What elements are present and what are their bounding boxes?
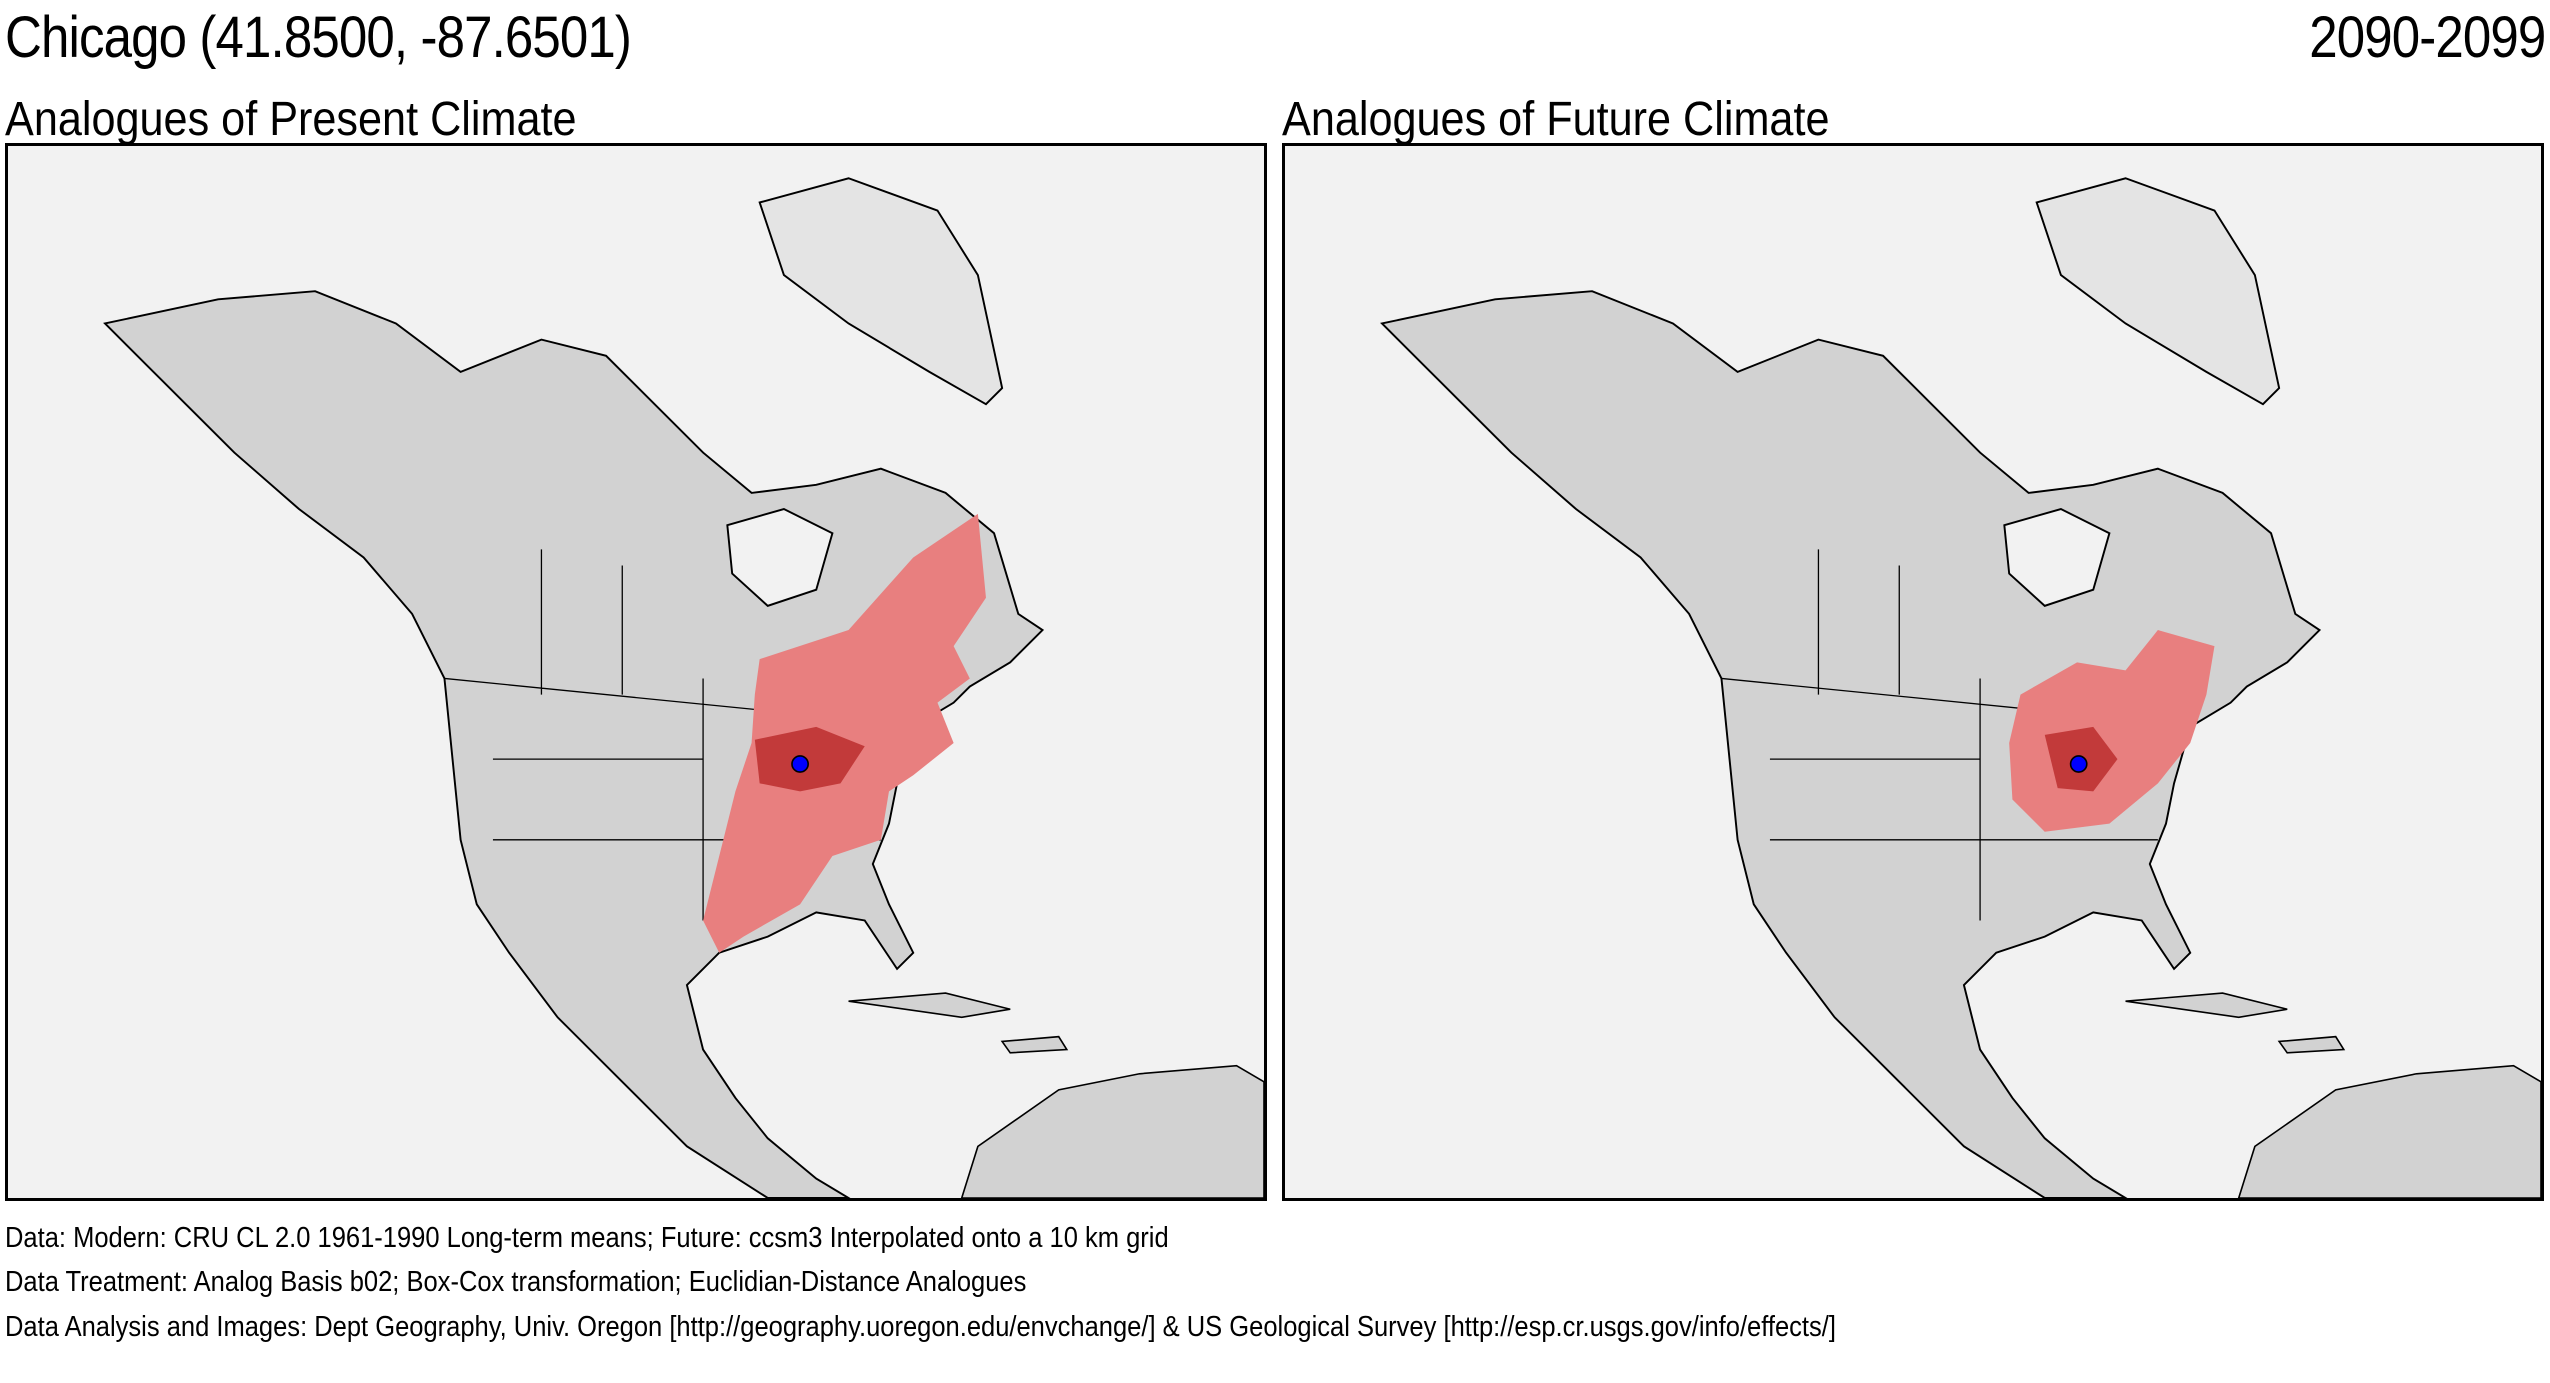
location-title: Chicago (41.8500, -87.6501) — [5, 5, 632, 70]
future-climate-map — [1282, 143, 2544, 1201]
future-panel-title: Analogues of Future Climate — [1282, 93, 1830, 146]
footer-data: Data: Modern: CRU CL 2.0 1961-1990 Long-… — [5, 1222, 1169, 1254]
period-label: 2090-2099 — [2308, 5, 2546, 70]
land-base — [103, 177, 1264, 1198]
chicago-site-marker — [2069, 755, 2088, 773]
footer-analysis: Data Analysis and Images: Dept Geography… — [5, 1311, 1836, 1343]
footer-treatment: Data Treatment: Analog Basis b02; Box-Co… — [5, 1266, 1027, 1298]
analog-area-dark — [754, 726, 865, 792]
chicago-site-marker — [791, 755, 809, 773]
analog-area-light — [703, 513, 986, 953]
present-climate-map — [5, 143, 1267, 1201]
present-panel-title: Analogues of Present Climate — [5, 93, 577, 146]
land-base — [1380, 177, 2541, 1198]
